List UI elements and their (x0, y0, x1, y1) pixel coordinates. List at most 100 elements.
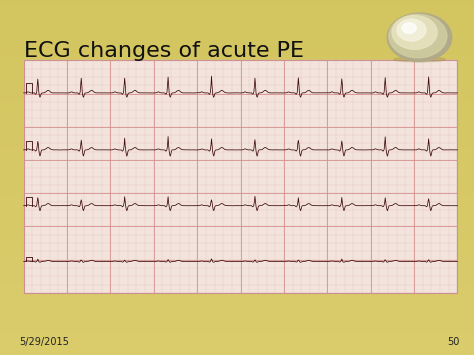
Bar (0, 181, 474, 185)
Bar (0, 156, 474, 160)
Circle shape (389, 14, 447, 58)
Bar (0, 188, 474, 192)
Bar (0, 71, 474, 75)
Bar (0, 316, 474, 320)
Bar (0, 192, 474, 195)
Bar (0, 252, 474, 256)
Bar (0, 25, 474, 28)
Bar (0, 178, 474, 181)
Ellipse shape (394, 57, 445, 62)
Bar (0, 43, 474, 46)
Bar (0, 238, 474, 241)
Bar (0, 195, 474, 199)
Bar (0, 273, 474, 277)
Bar (0, 288, 474, 291)
Bar (0, 341, 474, 344)
Bar (0, 312, 474, 316)
Bar (0, 351, 474, 355)
Bar (0, 110, 474, 114)
Bar (0, 234, 474, 238)
Bar (0, 146, 474, 149)
Bar (0, 256, 474, 259)
Bar (0, 160, 474, 163)
Bar (0, 32, 474, 36)
Bar (0, 92, 474, 96)
Bar (0, 124, 474, 128)
Bar (0, 0, 474, 4)
Bar (0, 135, 474, 138)
Bar (0, 263, 474, 266)
Bar (0, 209, 474, 213)
Bar (0, 114, 474, 117)
Bar (0, 4, 474, 7)
Bar (0, 18, 474, 21)
Bar (0, 149, 474, 153)
Bar (0, 330, 474, 334)
Bar (0, 220, 474, 224)
Bar (0, 334, 474, 337)
Bar (0, 7, 474, 11)
Bar (0, 128, 474, 131)
Bar (0, 291, 474, 295)
Bar (0, 248, 474, 252)
Bar (0, 131, 474, 135)
Bar (0, 202, 474, 206)
Bar (0, 284, 474, 288)
Bar (0, 323, 474, 327)
Bar (0, 348, 474, 351)
FancyBboxPatch shape (24, 60, 457, 293)
Bar (0, 344, 474, 348)
Bar (0, 78, 474, 82)
Bar (0, 259, 474, 263)
Bar (0, 57, 474, 60)
Bar (0, 309, 474, 312)
Circle shape (387, 13, 452, 61)
Bar (0, 117, 474, 121)
Bar (0, 121, 474, 124)
Bar (0, 174, 474, 178)
Text: ECG changes of acute PE: ECG changes of acute PE (24, 42, 304, 61)
Bar (0, 227, 474, 231)
Bar (0, 241, 474, 245)
Bar (0, 28, 474, 32)
Bar (0, 103, 474, 106)
Bar (0, 89, 474, 92)
Bar (0, 280, 474, 284)
Bar (0, 213, 474, 217)
Bar (0, 224, 474, 227)
Bar (0, 14, 474, 18)
Bar (0, 327, 474, 330)
Bar (0, 231, 474, 234)
Bar (0, 106, 474, 110)
Bar (0, 185, 474, 188)
Bar (0, 11, 474, 14)
Bar (0, 50, 474, 53)
Bar (0, 206, 474, 209)
Bar (0, 75, 474, 78)
Bar (0, 39, 474, 43)
Bar (0, 302, 474, 305)
Bar (0, 85, 474, 89)
Bar (0, 170, 474, 174)
Bar (0, 337, 474, 341)
Bar (0, 99, 474, 103)
Bar (0, 163, 474, 167)
Text: 5/29/2015: 5/29/2015 (19, 337, 69, 346)
Bar (0, 199, 474, 202)
Bar (0, 53, 474, 57)
Bar (0, 36, 474, 39)
Bar (0, 67, 474, 71)
Bar (0, 82, 474, 85)
Bar (0, 167, 474, 170)
Text: 50: 50 (447, 337, 460, 346)
Bar (0, 245, 474, 248)
Bar (0, 21, 474, 25)
Bar (0, 138, 474, 142)
Bar (0, 153, 474, 156)
Circle shape (397, 19, 426, 41)
Circle shape (392, 16, 437, 49)
Bar (0, 305, 474, 309)
Bar (0, 142, 474, 146)
Bar (0, 270, 474, 273)
Bar (0, 60, 474, 64)
